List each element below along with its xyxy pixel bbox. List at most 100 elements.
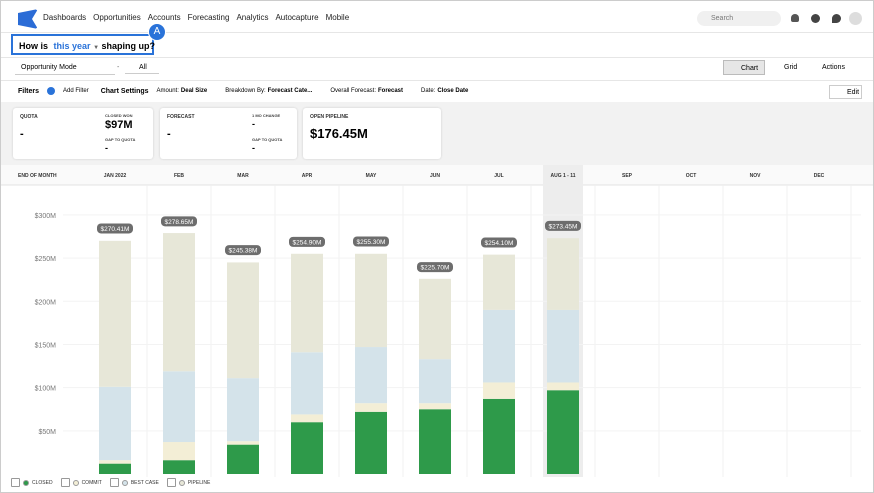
card-title: OPEN PIPELINE — [310, 114, 349, 120]
bar-segment — [163, 442, 195, 461]
dash: - — [117, 64, 120, 71]
header-row — [1, 165, 873, 185]
legend-item[interactable]: BEST CASE — [109, 478, 159, 487]
x-header: END OF MONTH — [18, 173, 57, 179]
bar-segment — [483, 309, 515, 383]
y-tick-label: $250M — [35, 256, 57, 263]
logo[interactable] — [18, 9, 38, 29]
bar-segment — [483, 254, 515, 310]
total-label: $255.30M — [357, 239, 386, 246]
y-tick-label: $50M — [38, 429, 56, 436]
bar-segment — [291, 422, 323, 474]
x-tick-label: JUN — [430, 173, 440, 179]
x-tick-label: OCT — [686, 173, 697, 179]
total-label: $254.90M — [293, 239, 322, 246]
period-question[interactable]: How is this year ▼ shaping up? — [11, 34, 156, 55]
add-icon[interactable] — [47, 87, 56, 95]
bar-segment — [99, 386, 131, 461]
setting-name: Amount: — [156, 88, 179, 94]
x-tick-label: JAN 2022 — [104, 173, 127, 179]
bar-segment — [227, 378, 259, 442]
scope-select[interactable]: All — [125, 62, 159, 74]
legend-label: CLOSED — [32, 479, 53, 486]
setting[interactable]: Overall Forecast: Forecast — [330, 88, 403, 94]
chart-settings: Chart Settings — [100, 87, 149, 95]
sub-value: - — [105, 143, 108, 153]
x-tick-label: DEC — [814, 173, 825, 179]
sub-value: - — [252, 119, 255, 129]
bar-segment — [227, 444, 259, 474]
x-tick-label: SEP — [622, 173, 633, 179]
setting-name: Date: — [421, 88, 436, 94]
prefix: How is — [19, 41, 49, 51]
legend-label: BEST CASE — [130, 479, 159, 486]
avatar[interactable] — [849, 12, 862, 25]
bar-segment — [355, 403, 387, 412]
mode-select[interactable]: Opportunity Mode — [15, 62, 115, 75]
setting-name: Breakdown By: — [225, 88, 266, 94]
nav-item[interactable]: Forecasting — [187, 13, 230, 22]
legend-label: COMMIT — [81, 479, 102, 486]
help-icon[interactable] — [811, 14, 820, 23]
bar-segment — [547, 309, 579, 383]
legend-item[interactable]: COMMIT — [60, 478, 102, 487]
chart-button[interactable]: Chart — [723, 60, 765, 75]
total-pill — [289, 236, 325, 247]
kpi-card: FORECAST -1 MO CHANGE - GAP TO QUOTA - — [160, 108, 297, 159]
total-label: $278.65M — [165, 219, 194, 226]
setting[interactable]: Breakdown By: Forecast Cate... — [225, 88, 312, 94]
total-label: $254.10M — [485, 240, 514, 247]
bar-segment — [99, 463, 131, 474]
sub-label: 1 MO CHANGE — [252, 113, 281, 118]
legend-dot — [72, 479, 79, 486]
legend-label: PIPELINE — [187, 479, 211, 486]
bar-segment — [227, 441, 259, 445]
card-value: - — [20, 128, 24, 140]
bar-segment — [291, 352, 323, 415]
bar-segment — [355, 411, 387, 474]
bar-segment — [547, 382, 579, 391]
checkbox[interactable] — [60, 478, 70, 487]
period[interactable]: this year — [53, 41, 91, 51]
total-label: $225.70M — [421, 265, 450, 272]
kpi-card: QUOTA - CLOSED WON $97M GAP TO QUOTA - — [13, 108, 153, 159]
card-value: $176.45M — [310, 126, 368, 141]
bar-segment — [163, 233, 195, 372]
checkbox[interactable] — [166, 478, 176, 487]
card-title: FORECAST — [167, 114, 195, 120]
checkbox[interactable] — [11, 478, 20, 487]
nav-item[interactable]: Analytics — [236, 13, 269, 22]
bell-icon[interactable] — [791, 14, 799, 22]
grid-button[interactable]: Grid — [784, 64, 798, 71]
bar-segment — [419, 403, 451, 410]
nav-item[interactable]: Dashboards — [43, 13, 87, 22]
bar-segment — [483, 398, 515, 474]
setting[interactable]: Date: Close Date — [421, 88, 468, 94]
x-tick-label: APR — [302, 173, 313, 179]
actions-button[interactable]: Actions — [822, 64, 845, 71]
setting[interactable]: Amount: Deal Size — [157, 88, 208, 94]
edit-button[interactable]: Edit — [829, 85, 862, 99]
suffix: shaping up? — [101, 41, 156, 51]
search[interactable]: Search — [697, 11, 781, 26]
legend-item[interactable]: CLOSED — [11, 478, 53, 487]
nav-item[interactable]: Mobile — [325, 13, 350, 22]
total-label: $273.45M — [549, 223, 578, 230]
nav-item[interactable]: Opportunities — [93, 13, 141, 22]
nav-item[interactable]: Autocapture — [275, 13, 319, 22]
checkbox[interactable] — [109, 478, 119, 487]
nav-item[interactable]: Accounts — [147, 13, 181, 22]
legend-item[interactable]: PIPELINE — [166, 478, 211, 487]
location-icon[interactable] — [832, 14, 841, 23]
card-title: QUOTA — [20, 114, 38, 120]
y-tick-label: $200M — [35, 299, 57, 306]
sub-value: - — [252, 143, 255, 153]
kpi-card: OPEN PIPELINE $176.45M — [303, 108, 441, 159]
bar-segment — [163, 371, 195, 443]
sub-label: GAP TO QUOTA — [105, 137, 136, 142]
bar-segment — [547, 390, 579, 474]
total-pill — [353, 236, 389, 247]
total-pill — [545, 220, 581, 231]
add-filter[interactable]: Add Filter — [63, 88, 89, 94]
total-label: $245.38M — [229, 248, 258, 255]
